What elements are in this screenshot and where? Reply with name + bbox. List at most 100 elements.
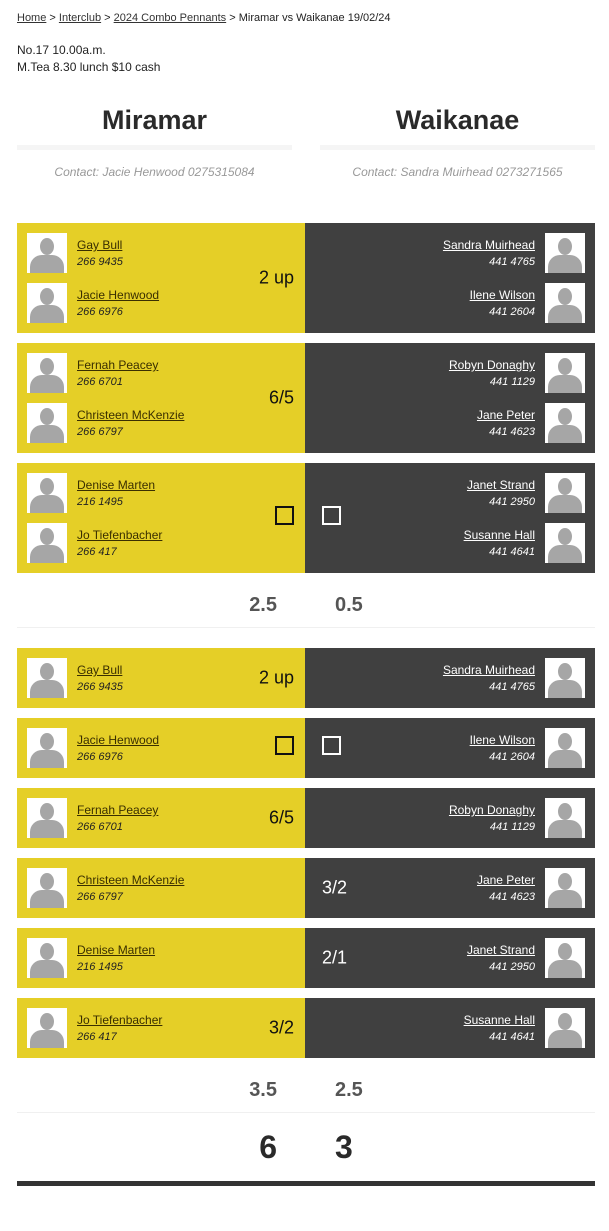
home-team: Miramar Contact: Jacie Henwood 027531508… (17, 102, 292, 179)
player: Christeen McKenzie 266 6797 (17, 863, 305, 913)
player: Fernah Peacey 266 6701 (17, 348, 305, 398)
player-name[interactable]: Janet Strand (466, 478, 535, 492)
player-phone: 441 2950 (489, 496, 535, 508)
match-row: Christeen McKenzie 266 6797 Jane Peter 441 … (17, 858, 595, 918)
away-team-name: Waikanae (395, 105, 520, 135)
home-side: Jacie Henwood 266 6976 (17, 718, 305, 778)
avatar-icon (27, 353, 67, 393)
player-name[interactable]: Jo Tiefenbacher (77, 1013, 163, 1027)
singles-section: Gay Bull 266 9435 2 up Sandra Muirhead 441 4… (17, 648, 595, 1058)
singles-subtotal: 3.5 2.5 (17, 1068, 595, 1113)
home-side: Fernah Peacey 266 6701 Christeen McKenzie 2… (17, 343, 305, 453)
away-score: 2/1 (322, 947, 348, 968)
home-score: 6/5 (268, 807, 294, 828)
avatar-icon (545, 523, 585, 563)
player-phone: 441 2604 (489, 751, 535, 763)
avatar-icon (545, 283, 585, 323)
home-score: 6/5 (268, 387, 294, 408)
away-side: Jane Peter 441 4623 3/2 (305, 858, 595, 918)
avatar-icon (27, 233, 67, 273)
player-name[interactable]: Janet Strand (466, 943, 535, 957)
avatar-icon (545, 728, 585, 768)
match-row: Gay Bull 266 9435 Jacie Henwood 266 6976 2 u… (17, 223, 595, 333)
breadcrumb-home[interactable]: Home (17, 12, 47, 24)
player-name[interactable]: Jacie Henwood (77, 288, 160, 302)
player-phone: 266 6976 (77, 306, 123, 318)
player-name[interactable]: Jacie Henwood (77, 733, 160, 747)
home-side: Jo Tiefenbacher 266 417 3/2 (17, 998, 305, 1058)
home-side: Gay Bull 266 9435 Jacie Henwood 266 6976 2 u… (17, 223, 305, 333)
player-name[interactable]: Denise Marten (77, 478, 156, 492)
player-phone: 441 4765 (489, 681, 535, 693)
away-team: Waikanae Contact: Sandra Muirhead 027327… (320, 102, 595, 179)
avatar-icon (545, 473, 585, 513)
player-name[interactable]: Ilene Wilson (469, 733, 535, 747)
halved-square-icon (275, 506, 294, 525)
home-score: 3/2 (268, 1017, 294, 1038)
player: Denise Marten 216 1495 (17, 933, 305, 983)
home-side: Denise Marten 216 1495 Jo Tiefenbacher 266 … (17, 463, 305, 573)
player-name[interactable]: Sandra Muirhead (442, 663, 535, 677)
match-total: 6 3 (17, 1113, 595, 1186)
player-name[interactable]: Fernah Peacey (77, 358, 159, 372)
player-phone: 216 1495 (77, 496, 123, 508)
match-info: No.17 10.00a.m. M.Tea 8.30 lunch $10 cas… (17, 42, 595, 76)
player: Robyn Donaghy 441 1129 (305, 793, 595, 843)
away-side: Janet Strand 441 2950 2/1 (305, 928, 595, 988)
avatar-icon (545, 938, 585, 978)
player: Janet Strand 441 2950 (305, 933, 595, 983)
away-score: 3/2 (322, 877, 348, 898)
halved-square-icon (322, 736, 341, 755)
player-phone: 441 4623 (489, 426, 535, 438)
player-name[interactable]: Jane Peter (476, 408, 535, 422)
avatar-icon (545, 798, 585, 838)
breadcrumb-pennants[interactable]: 2024 Combo Pennants (113, 12, 227, 24)
player-name[interactable]: Sandra Muirhead (442, 238, 535, 252)
match-row: Jo Tiefenbacher 266 417 3/2 Susanne Hall 441… (17, 998, 595, 1058)
match-row: Denise Marten 216 1495 Jo Tiefenbacher 266 … (17, 463, 595, 573)
player-name[interactable]: Ilene Wilson (469, 288, 535, 302)
match-row: Fernah Peacey 266 6701 6/5 Robyn Donaghy 441… (17, 788, 595, 848)
avatar-icon (545, 233, 585, 273)
player-name[interactable]: Robyn Donaghy (448, 358, 535, 372)
away-subtotal: 0.5 (335, 593, 363, 616)
player: Fernah Peacey 266 6701 (17, 793, 305, 843)
divider (320, 145, 595, 150)
player-name[interactable]: Jane Peter (476, 873, 535, 887)
player-phone: 266 6976 (77, 751, 123, 763)
home-score (275, 506, 294, 530)
player-phone: 266 9435 (77, 256, 123, 268)
player-phone: 441 1129 (489, 376, 535, 388)
player-name[interactable]: Christeen McKenzie (77, 408, 185, 422)
player: Jo Tiefenbacher 266 417 (17, 518, 305, 568)
player-name[interactable]: Gay Bull (77, 238, 123, 252)
player: Jane Peter 441 4623 (305, 398, 595, 448)
player: Jacie Henwood 266 6976 (17, 278, 305, 328)
player-name[interactable]: Denise Marten (77, 943, 156, 957)
away-side: Robyn Donaghy 441 1129 Jane Peter 441 4623 (305, 343, 595, 453)
player-phone: 441 2950 (489, 961, 535, 973)
player-name[interactable]: Fernah Peacey (77, 803, 159, 817)
avatar-icon (545, 353, 585, 393)
player-name[interactable]: Susanne Hall (463, 1013, 535, 1027)
player: Christeen McKenzie 266 6797 (17, 398, 305, 448)
player-name[interactable]: Christeen McKenzie (77, 873, 185, 887)
pairs-subtotal: 2.5 0.5 (17, 583, 595, 628)
away-score (322, 506, 341, 530)
player: Ilene Wilson 441 2604 (305, 278, 595, 328)
player-name[interactable]: Robyn Donaghy (448, 803, 535, 817)
avatar-icon (27, 1008, 67, 1048)
player-name[interactable]: Susanne Hall (463, 528, 535, 542)
player: Robyn Donaghy 441 1129 (305, 348, 595, 398)
away-score (322, 736, 341, 760)
match-row: Denise Marten 216 1495 Janet Strand 441 295… (17, 928, 595, 988)
home-score: 2 up (258, 267, 294, 288)
player-name[interactable]: Jo Tiefenbacher (77, 528, 163, 542)
match-row: Fernah Peacey 266 6701 Christeen McKenzie 2… (17, 343, 595, 453)
player-phone: 441 4641 (489, 1031, 535, 1043)
breadcrumb-interclub[interactable]: Interclub (58, 12, 102, 24)
page: Home > Interclub > 2024 Combo Pennants >… (17, 12, 595, 1186)
player: Janet Strand 441 2950 (305, 468, 595, 518)
away-side: Janet Strand 441 2950 Susanne Hall 441 4641 (305, 463, 595, 573)
player-name[interactable]: Gay Bull (77, 663, 123, 677)
